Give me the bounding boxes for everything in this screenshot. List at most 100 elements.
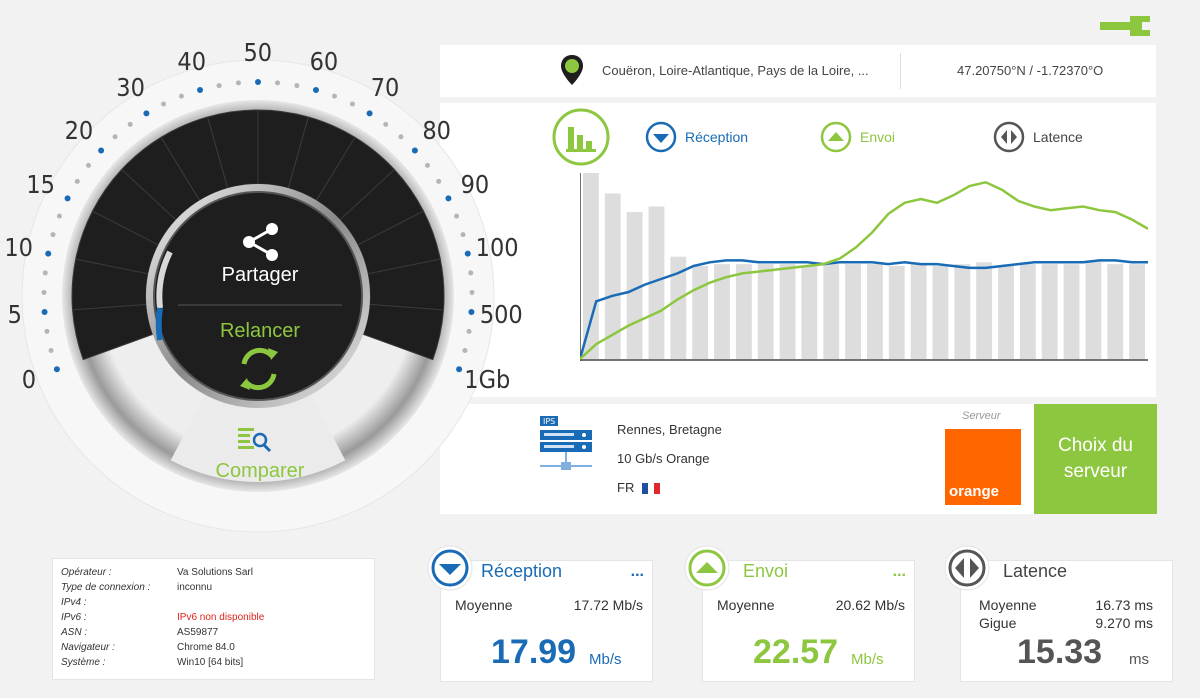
info-row: IPv6 : IPv6 non disponible (53, 610, 374, 625)
flag-fr-icon (642, 483, 661, 495)
gauge-tick (41, 308, 48, 315)
download-icon (645, 121, 677, 153)
chart-bar (1063, 264, 1080, 359)
server-rack-icon: IPS (540, 416, 592, 470)
info-key: Opérateur : (61, 567, 112, 578)
gauge-tick (178, 93, 184, 99)
gauge-scale-label: 5 (7, 299, 22, 329)
chart-bar (910, 264, 927, 359)
gauge-tick (197, 86, 204, 93)
download-average-label: Moyenne (455, 597, 513, 613)
info-key: IPv6 : (61, 612, 87, 623)
info-key: Navigateur : (61, 642, 115, 653)
upload-speed-value: 22.57 (753, 633, 839, 671)
info-row: Type de connexion : inconnu (53, 580, 374, 595)
gauge-scale-label: 40 (177, 46, 207, 76)
gauge-scale-label: 80 (422, 115, 451, 145)
latency-unit: ms (1129, 651, 1149, 668)
latency-average: Moyenne 16.73 ms (979, 597, 1153, 613)
compare-icon[interactable] (238, 428, 272, 453)
download-more-button[interactable]: ... (630, 563, 644, 580)
gauge-scale-label: 70 (370, 73, 400, 103)
legend-download[interactable]: Réception (645, 121, 748, 153)
gauge-tick (74, 178, 80, 184)
chart-bar (583, 173, 599, 359)
gauge-tick (64, 195, 71, 202)
server-country: FR (617, 480, 661, 495)
upload-more-button[interactable]: ... (892, 563, 906, 580)
chart-bar (888, 266, 905, 359)
wrench-icon[interactable] (1100, 12, 1150, 40)
upload-average-label: Moyenne (717, 597, 775, 613)
gauge-tick (454, 213, 460, 219)
gauge-tick (468, 308, 475, 315)
location-pin-icon (561, 55, 583, 85)
latency-result-card: Latence Moyenne 16.73 ms Gigue 9.270 ms … (960, 560, 1173, 682)
upload-average-value: 20.62 Mb/s (835, 597, 905, 613)
chart-bar (1019, 264, 1036, 359)
gauge-scale-label: 50 (243, 37, 273, 67)
speed-chart (580, 173, 1148, 361)
svg-text:IPS: IPS (543, 417, 555, 426)
gauge-tick (332, 93, 338, 99)
location-city: Couëron, Loire-Atlantique, Pays de la Lo… (602, 63, 869, 78)
divider (900, 53, 901, 89)
legend-download-label: Réception (685, 129, 749, 145)
info-value: Win10 [64 bits] (177, 657, 244, 668)
info-value: Va Solutions Sarl (177, 567, 253, 578)
info-row: IPv4 : (53, 595, 374, 610)
upload-average: Moyenne 20.62 Mb/s (717, 597, 905, 613)
latency-value: 15.33 (1017, 633, 1103, 671)
chart-bar (845, 264, 861, 359)
gauge-tick (445, 195, 452, 202)
share-button[interactable]: Partager (221, 264, 299, 286)
chart-bar (867, 264, 883, 359)
legend-latency[interactable]: Latence (993, 121, 1083, 153)
chart-bar (1085, 260, 1102, 359)
upload-speed-unit: Mb/s (851, 651, 884, 668)
gauge-tick (42, 270, 48, 276)
chart-bar (823, 264, 840, 359)
compare-button[interactable]: Comparer (215, 460, 305, 482)
gauge-scale-label: 100 (475, 233, 519, 263)
latency-jitter-label: Gigue (979, 615, 1017, 631)
gauge-tick (411, 147, 418, 154)
gauge-scale-label: 20 (64, 115, 94, 145)
gauge-tick (468, 270, 474, 276)
gauge-tick (398, 134, 404, 140)
share-icon[interactable] (243, 223, 278, 261)
latency-jitter-value: 9.270 ms (1095, 615, 1153, 631)
info-key: Type de connexion : (61, 582, 151, 593)
choose-server-button[interactable]: Choix du serveur (1034, 404, 1157, 514)
server-city: Rennes, Bretagne (617, 422, 722, 437)
restart-button[interactable]: Relancer (219, 320, 301, 342)
gauge-tick (41, 289, 47, 295)
refresh-icon[interactable] (241, 347, 277, 391)
chart-bar (604, 193, 621, 359)
gauge-scale-label: 30 (116, 73, 145, 103)
info-value: IPv6 non disponible (177, 612, 265, 623)
info-row: Opérateur : Va Solutions Sarl (53, 565, 374, 580)
chart-toggle-button[interactable] (552, 108, 610, 166)
info-value: inconnu (177, 582, 213, 593)
gauge-tick (255, 79, 261, 85)
gauge-tick (216, 83, 222, 89)
gauge-tick (460, 232, 466, 238)
gauge-tick (275, 80, 281, 86)
compare-area[interactable] (170, 394, 346, 482)
gauge-tick (466, 328, 472, 334)
latency-badge-icon (944, 545, 990, 591)
info-value: Chrome 84.0 (177, 642, 235, 653)
chart-bar (954, 264, 971, 359)
server-panel: IPS Rennes, Bretagne 10 Gb/s Orange FR S… (440, 404, 1034, 514)
gauge-tick (456, 366, 463, 373)
orange-logo-text: orange (949, 483, 1000, 500)
connection-info: Opérateur : Va Solutions Sarl Type de conn… (52, 558, 375, 680)
chart-bar (757, 264, 774, 359)
chart-bar (714, 264, 730, 359)
chart-bar (932, 266, 949, 359)
legend-upload[interactable]: Envoi (820, 121, 895, 153)
legend-upload-label: Envoi (860, 129, 896, 145)
gauge-tick (98, 147, 105, 154)
gauge-tick (235, 80, 241, 86)
